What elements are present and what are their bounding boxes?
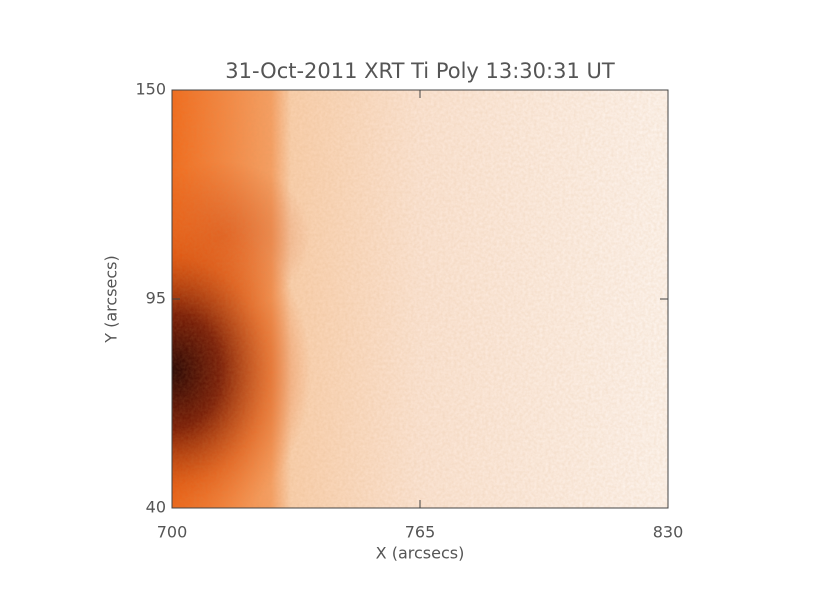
chart-title: 31-Oct-2011 XRT Ti Poly 13:30:31 UT: [225, 59, 615, 83]
y-tick-label: 95: [146, 289, 166, 308]
x-tick-label: 765: [405, 523, 436, 542]
y-tick-label: 150: [135, 80, 166, 99]
x-axis-label: X (arcsecs): [376, 544, 465, 563]
x-tick-label: 830: [653, 523, 684, 542]
x-tick-label: 700: [157, 523, 188, 542]
y-axis-label: Y (arcsecs): [102, 255, 121, 343]
y-tick-label: 40: [146, 498, 166, 517]
solar-image: [172, 90, 668, 508]
